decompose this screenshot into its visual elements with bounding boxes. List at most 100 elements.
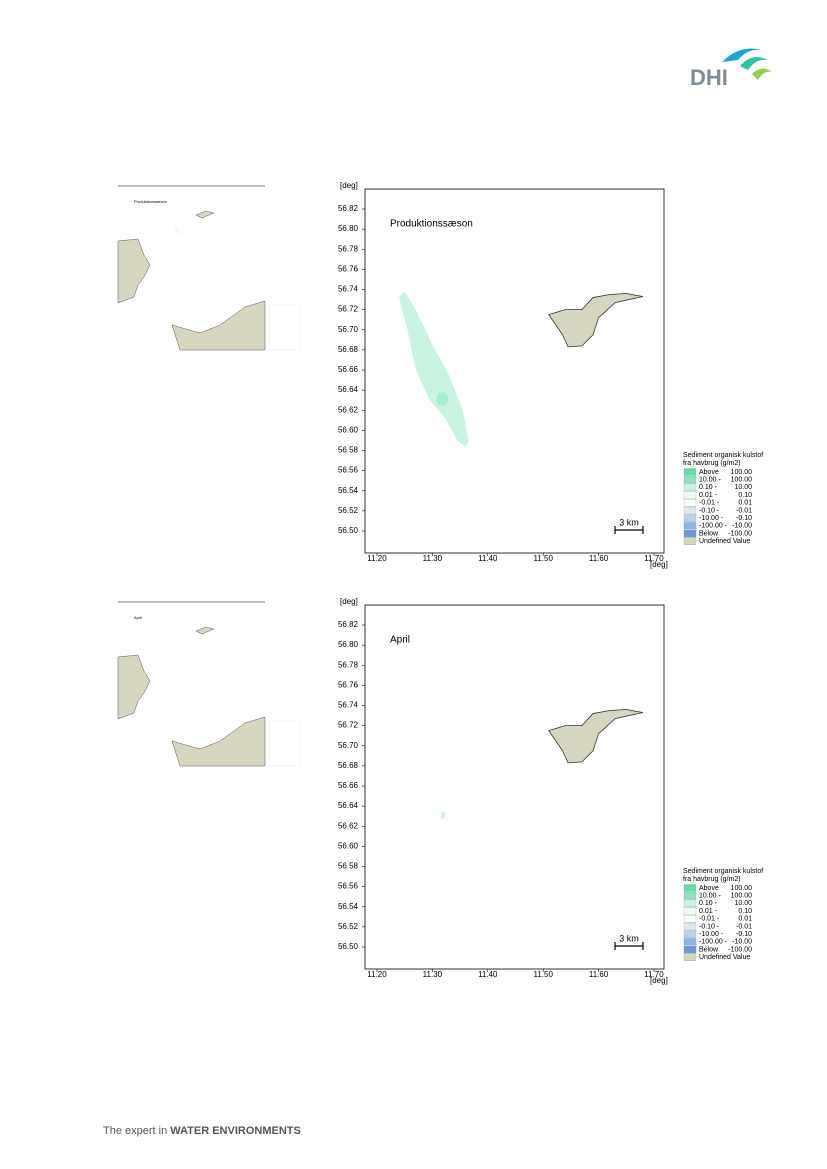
legend-swatch bbox=[683, 892, 697, 900]
legend-to: -10.00 bbox=[732, 939, 752, 946]
thumb-legend bbox=[269, 304, 301, 351]
y-tick-label: 56.74 bbox=[338, 701, 359, 710]
y-tick-label: 56.70 bbox=[338, 325, 359, 334]
legend-to: 0.01 bbox=[738, 916, 752, 923]
y-tick-label: 56.50 bbox=[338, 942, 359, 951]
y-tick-label: 56.54 bbox=[338, 486, 359, 495]
legend-from: -0.10 - bbox=[699, 923, 720, 930]
legend-title: Sediment organisk kulstof bbox=[683, 452, 763, 459]
legend-swatch bbox=[683, 907, 697, 915]
legend-swatch bbox=[683, 915, 697, 923]
x-tick-label: 11.20 bbox=[367, 554, 387, 563]
legend-from: Undefined Value bbox=[699, 954, 750, 961]
legend-from: -0.10 - bbox=[699, 507, 720, 514]
legend-to: 0.10 bbox=[738, 908, 752, 915]
legend-to: -0.01 bbox=[736, 923, 752, 930]
x-tick-label: 11.50 bbox=[533, 554, 553, 563]
y-tick-label: 56.64 bbox=[338, 385, 359, 394]
x-tick-label: 11.50 bbox=[533, 970, 553, 979]
legend-from: -10.00 - bbox=[699, 931, 724, 938]
y-tick-label: 56.72 bbox=[338, 721, 359, 730]
legend-swatch bbox=[683, 514, 697, 522]
y-tick-label: 56.56 bbox=[338, 466, 359, 475]
legend-swatch bbox=[683, 938, 697, 946]
plume bbox=[440, 812, 446, 820]
thumb-land bbox=[195, 210, 215, 219]
y-tick-label: 56.74 bbox=[338, 285, 359, 294]
legend-from: -100.00 - bbox=[699, 939, 728, 946]
thumb-land bbox=[117, 238, 151, 304]
legend-title: fra havbrug (g/m2) bbox=[683, 460, 741, 467]
map-frame bbox=[364, 604, 665, 970]
legend-swatch bbox=[683, 899, 697, 908]
y-tick-label: 56.52 bbox=[338, 506, 359, 515]
y-tick-label: 56.80 bbox=[338, 640, 359, 649]
y-tick-label: 56.80 bbox=[338, 224, 359, 233]
logo-wave bbox=[752, 68, 772, 80]
legend-title: Sediment organisk kulstof bbox=[683, 868, 763, 875]
legend-swatch bbox=[683, 930, 697, 938]
thumb-plume bbox=[172, 221, 180, 237]
y-tick-label: 56.62 bbox=[338, 405, 359, 414]
x-tick-label: 11.40 bbox=[478, 554, 498, 563]
legend-from: 0.10 - bbox=[699, 484, 718, 491]
legend-to: -100.00 bbox=[728, 946, 752, 953]
legend-to: -0.10 bbox=[736, 515, 752, 522]
thumb-land bbox=[171, 300, 266, 351]
scale-bar bbox=[614, 942, 644, 950]
legend-swatch bbox=[683, 483, 697, 492]
legend-swatch bbox=[683, 529, 697, 538]
legend-swatch bbox=[683, 476, 697, 484]
scale-label: 3 km bbox=[619, 517, 639, 527]
y-tick-label: 56.66 bbox=[338, 365, 359, 374]
legend-from: 10.00 - bbox=[699, 893, 721, 900]
legend-from: -0.01 - bbox=[699, 500, 720, 507]
legend-to: 0.01 bbox=[738, 500, 752, 507]
legend-to: 10.00 bbox=[734, 484, 752, 491]
axis-unit: [deg] bbox=[340, 181, 358, 190]
footer-prefix: The expert in bbox=[103, 1125, 170, 1137]
legend-to: 100.00 bbox=[731, 885, 753, 892]
x-tick-label: 11.30 bbox=[423, 554, 443, 563]
y-tick-label: 56.50 bbox=[338, 526, 359, 535]
legend-title: fra havbrug (g/m2) bbox=[683, 876, 741, 883]
map-title: April bbox=[390, 635, 410, 646]
y-tick-label: 56.82 bbox=[338, 620, 359, 629]
y-tick-label: 56.70 bbox=[338, 741, 359, 750]
y-tick-label: 56.52 bbox=[338, 922, 359, 931]
legend-from: Below bbox=[699, 946, 719, 953]
scale-label: 3 km bbox=[619, 933, 639, 943]
y-tick-label: 56.66 bbox=[338, 781, 359, 790]
legend-from: Above bbox=[699, 469, 719, 476]
legend-swatch bbox=[683, 884, 697, 892]
legend-to: -100.00 bbox=[728, 530, 752, 537]
legend-swatch bbox=[683, 953, 697, 961]
y-tick-label: 56.60 bbox=[338, 841, 359, 850]
x-tick-label: 11.40 bbox=[478, 970, 498, 979]
axis-unit: [deg] bbox=[340, 597, 358, 606]
map-frame bbox=[364, 188, 665, 554]
legend-swatch bbox=[683, 922, 697, 931]
legend-from: -10.00 - bbox=[699, 515, 724, 522]
axis-unit: [deg] bbox=[650, 976, 668, 985]
thumb-land bbox=[195, 626, 215, 635]
thumb-title: April bbox=[134, 615, 142, 620]
y-tick-label: 56.54 bbox=[338, 902, 359, 911]
y-tick-label: 56.62 bbox=[338, 821, 359, 830]
legend-from: -100.00 - bbox=[699, 523, 728, 530]
legend-from: -0.01 - bbox=[699, 916, 720, 923]
x-tick-label: 11.70 bbox=[644, 554, 664, 563]
x-tick-label: 11.30 bbox=[423, 970, 443, 979]
legend-swatch bbox=[683, 499, 697, 507]
legend-from: 0.01 - bbox=[699, 492, 718, 499]
y-tick-label: 56.78 bbox=[338, 244, 359, 253]
legend-from: Above bbox=[699, 885, 719, 892]
legend-swatch bbox=[683, 537, 697, 545]
legend-to: -0.01 bbox=[736, 507, 752, 514]
legend-swatch bbox=[683, 491, 697, 499]
plume-core bbox=[436, 392, 449, 407]
y-tick-label: 56.82 bbox=[338, 204, 359, 213]
logo: DHI bbox=[690, 48, 772, 90]
